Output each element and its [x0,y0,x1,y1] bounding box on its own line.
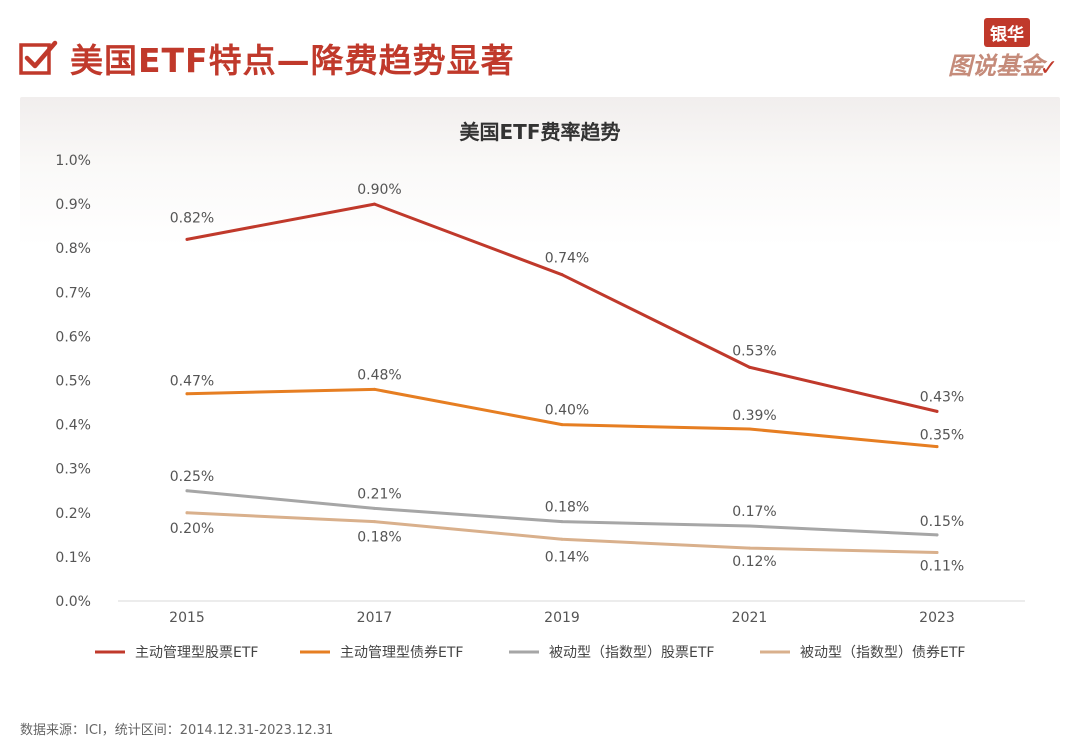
page-title: 美国ETF特点—降费趋势显著 [70,41,515,80]
y-tick-label: 0.6% [55,329,91,345]
x-tick-label: 2019 [544,610,580,626]
series-line [185,511,939,554]
data-label: 0.39% [732,408,776,424]
line-chart: 0.0% 0.1% 0.2% 0.3% 0.4% 0.5% 0.6% 0.7% 0.8% 0.9%… [55,153,1025,661]
data-point [373,387,376,391]
data-label: 0.17% [732,504,776,520]
data-label: 0.21% [357,486,401,502]
chart-panel: 美国ETF费率趋势 0.0% 0.1% 0.2% 0.3% 0.4% 0.5% 0.6% 0.… [20,97,1060,700]
legend-label: 主动管理型股票ETF [135,645,258,661]
data-label: 0.18% [545,500,589,516]
x-tick-label: 2023 [919,610,955,626]
data-point [185,511,189,515]
x-tick-label: 2021 [732,610,768,626]
data-point [185,392,189,396]
data-label: 0.48% [357,367,401,383]
data-label: 0.20% [170,521,214,537]
data-label: 0.74% [545,251,589,267]
data-point [935,533,939,537]
data-label: 0.43% [920,389,964,405]
data-source-note: 数据来源：ICI，统计区间：2014.12.31-2023.12.31 [20,723,334,738]
data-label: 0.53% [732,343,776,359]
data-label: 0.47% [170,374,214,390]
data-point [560,273,564,277]
data-label: 0.90% [357,182,401,198]
data-point [560,423,564,427]
y-tick-label: 0.2% [55,506,91,522]
y-tick-label: 0.3% [55,462,91,478]
data-label: 0.18% [357,530,401,546]
logo-check-icon: ✓ [1039,56,1058,81]
data-point [373,506,376,510]
data-point [185,237,189,241]
data-point [373,202,376,206]
y-tick-label: 0.5% [55,374,91,390]
logo-top-text: 银华 [984,18,1030,47]
y-tick-label: 0.7% [55,285,91,301]
data-point [748,365,751,369]
data-label: 0.82% [170,210,214,226]
y-tick-label: 1.0% [55,153,91,169]
data-point [935,550,939,554]
series-line [185,202,939,413]
data-point [748,524,751,528]
checkbox-checked-icon [19,40,58,75]
data-point [935,409,939,413]
y-tick-label: 0.1% [55,550,91,566]
x-tick-label: 2017 [357,610,393,626]
data-label: 0.12% [732,554,776,570]
data-point [373,520,376,524]
y-tick-label: 0.8% [55,241,91,257]
y-tick-label: 0.4% [55,418,91,434]
data-label: 0.40% [545,403,589,419]
data-label: 0.11% [920,558,964,574]
data-point [748,427,751,431]
data-label: 0.25% [170,469,214,485]
y-tick-label: 0.9% [55,197,91,213]
brand-logo: 银华 图说基金 ✓ [928,18,1058,81]
data-point [185,489,189,493]
data-label: 0.35% [920,428,964,444]
x-tick-label: 2015 [169,610,205,626]
data-point [748,546,751,550]
data-point [560,520,564,524]
legend-label: 被动型（指数型）债券ETF [800,645,965,661]
chart-title: 美国ETF费率趋势 [459,120,621,144]
data-point [560,537,564,541]
logo-bottom-text: 图说基金 [948,52,1044,80]
legend-label: 被动型（指数型）股票ETF [549,645,714,661]
data-label: 0.15% [920,514,964,530]
data-point [935,445,939,449]
y-tick-label: 0.0% [55,594,91,610]
data-label: 0.14% [545,549,589,565]
page-header: 美国ETF特点—降费趋势显著 [18,30,515,86]
legend-label: 主动管理型债券ETF [340,645,463,661]
